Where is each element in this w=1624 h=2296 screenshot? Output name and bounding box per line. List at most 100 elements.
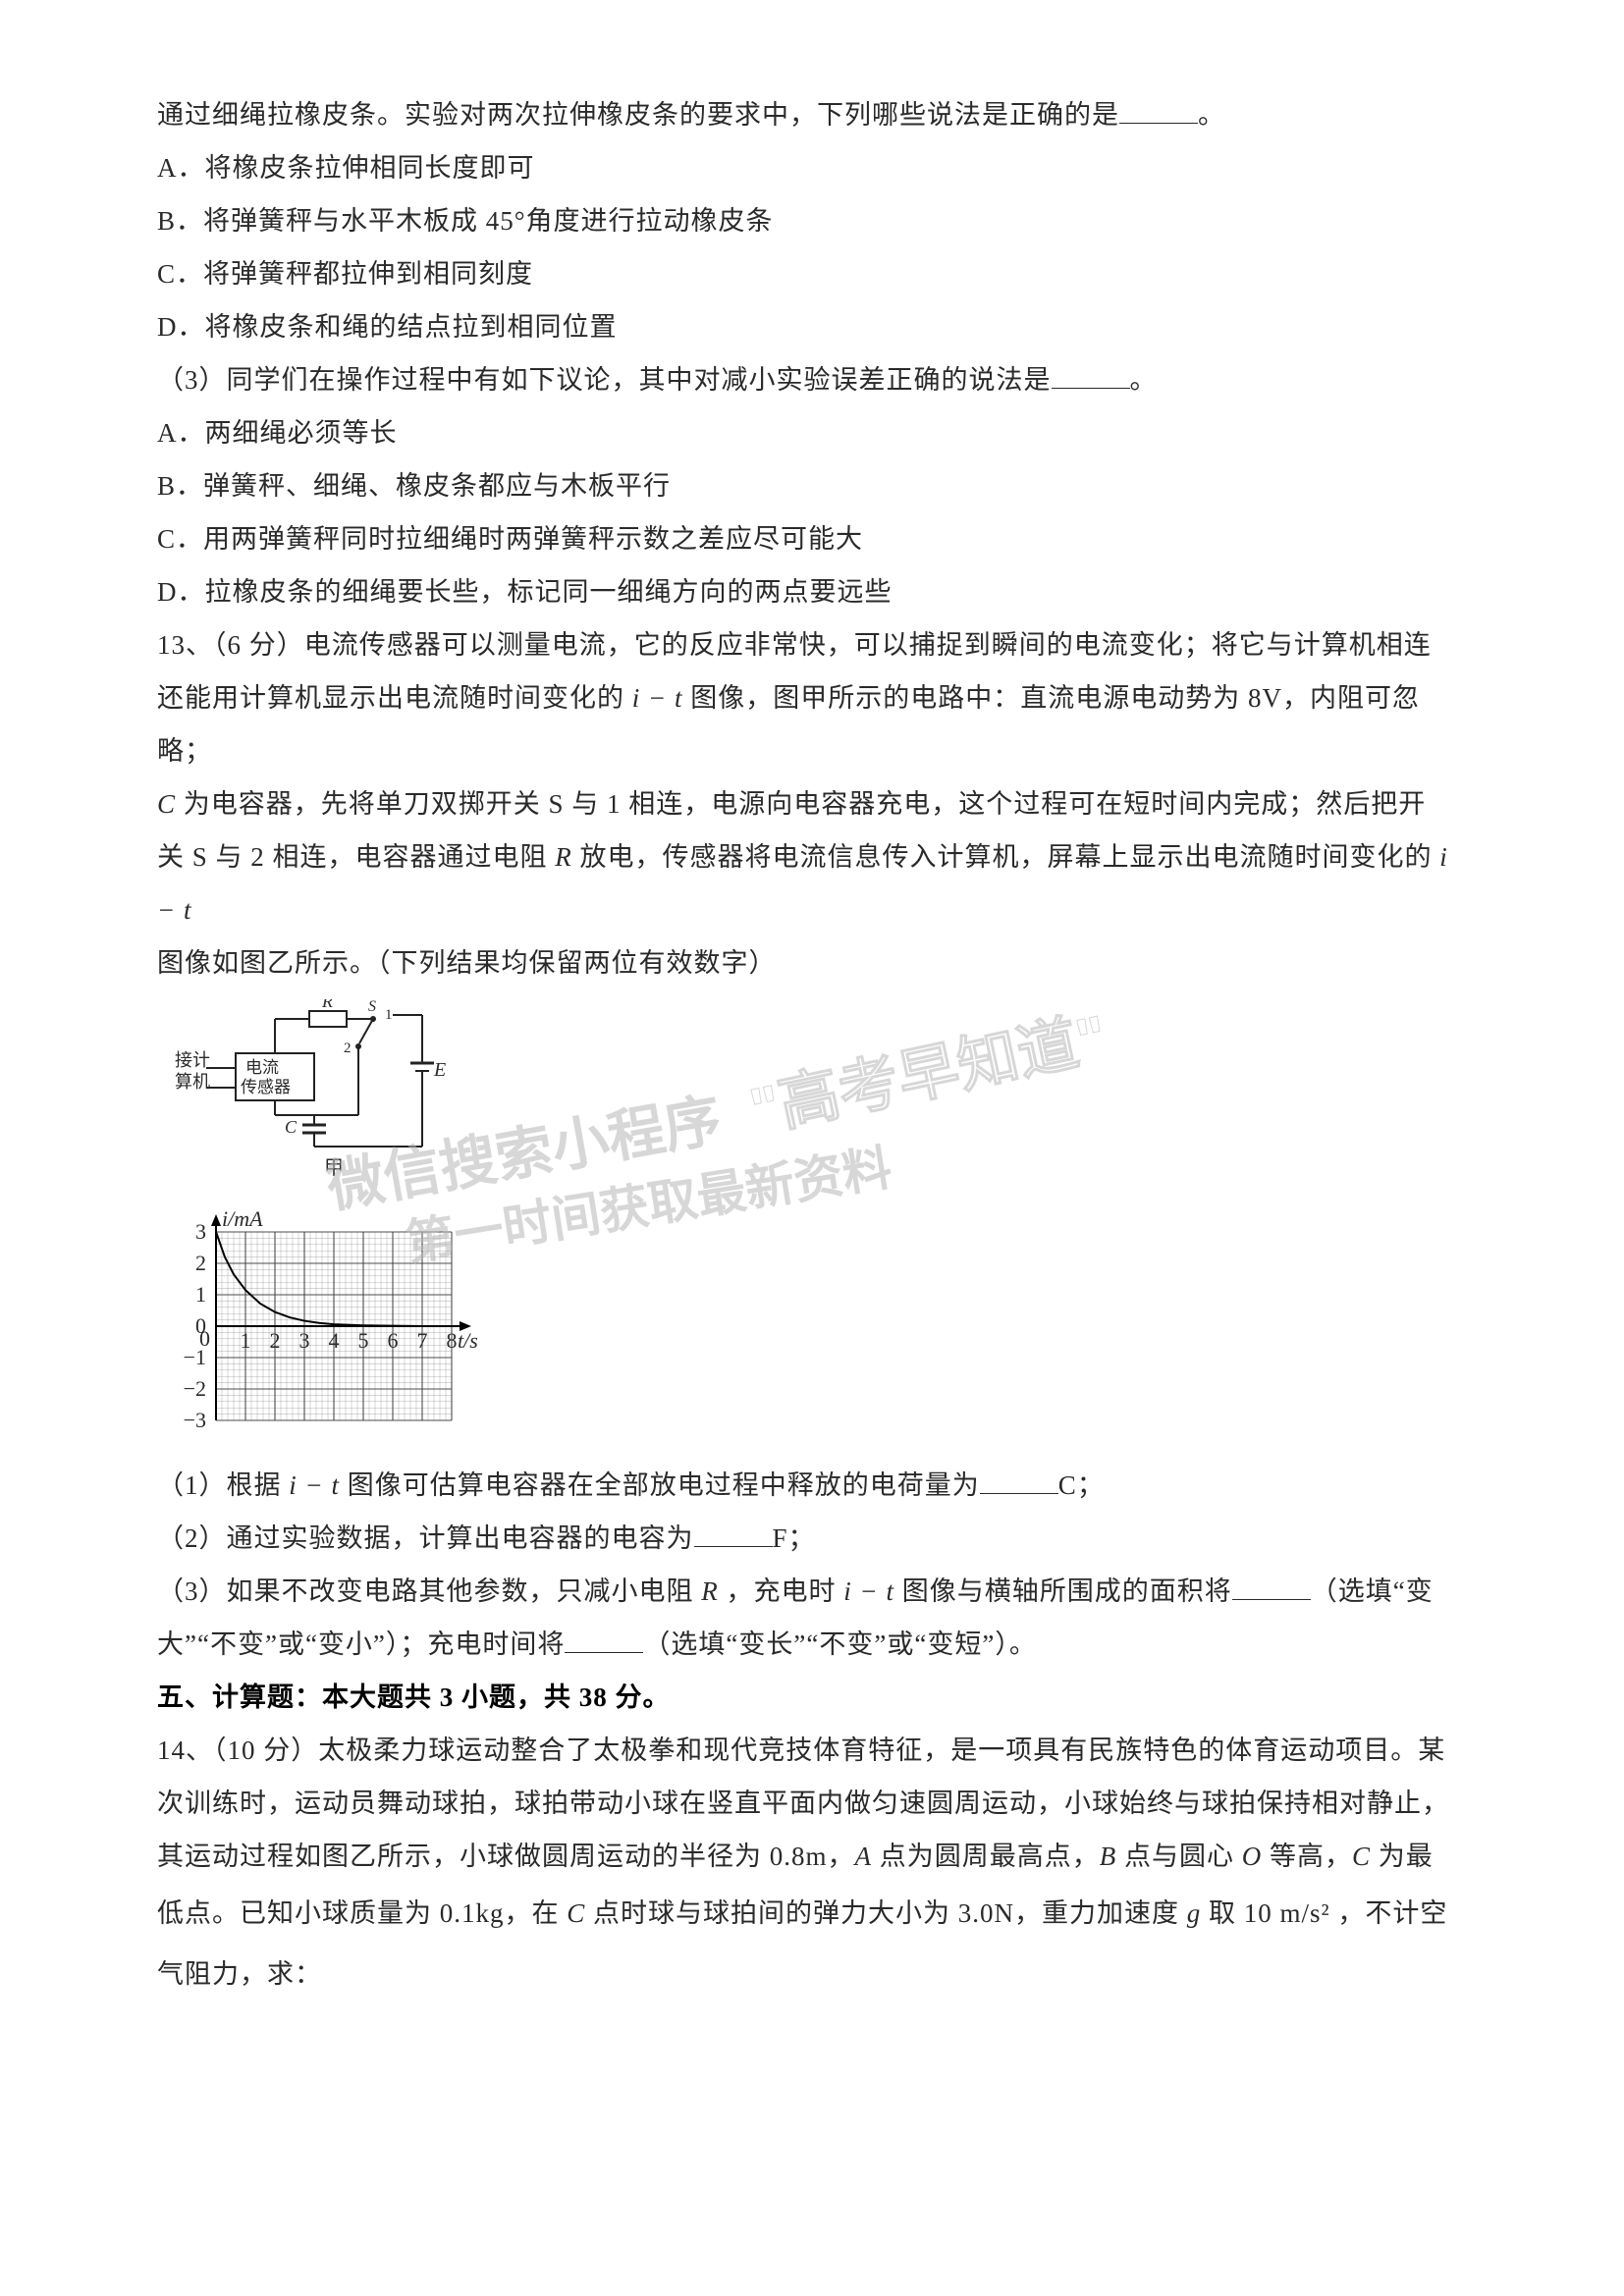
option-d: D．将橡皮条和绳的结点拉到相同位置 [157,300,1467,353]
blank [980,1468,1058,1494]
C-label: C [157,789,176,819]
g-label: g [1187,1898,1202,1928]
svg-text:传感器: 传感器 [241,1078,291,1096]
svg-text:0: 0 [199,1326,210,1351]
svg-text:2: 2 [195,1251,206,1275]
svg-text:7: 7 [417,1328,428,1353]
i-t: i − t [289,1470,340,1500]
q13-sub3-l2: 大”“不变”或“变小”）；充电时间将 （选填“变长”“不变”或“变短”）。 [157,1618,1467,1671]
text: 其运动过程如图乙所示，小球做圆周运动的半径为 0.8m， [157,1842,855,1871]
option-b: B．将弹簧秤与水平木板成 45°角度进行拉动橡皮条 [157,194,1467,247]
svg-text:8: 8 [447,1328,458,1353]
text: 放电，传感器将电流信息传入计算机，屏幕上显示出电流随时间变化的 [572,842,1440,872]
R-label: R [701,1576,719,1606]
text: （3）同学们在操作过程中有如下议论，其中对减小实验误差正确的说法是 [157,365,1052,395]
svg-text:6: 6 [388,1328,399,1353]
text: 低点。已知小球质量为 0.1kg，在 [157,1898,567,1928]
C-label: C [567,1898,585,1928]
text: （2）通过实验数据，计算出电容器的电容为 [157,1523,694,1553]
watermark-1: "高考早知道" [741,988,1113,1149]
svg-text:E: E [433,1059,446,1081]
period: 。 [1130,365,1158,395]
svg-text:3: 3 [299,1328,310,1353]
q14-l4: 低点。已知小球质量为 0.1kg，在 C 点时球与球拍间的弹力大小为 3.0N，… [157,1883,1467,1944]
text: 为最 [1371,1842,1434,1871]
blank [1232,1574,1311,1600]
q14-l2: 次训练时，运动员舞动球拍，球拍带动小球在竖直平面内做匀速圆周运动，小球始终与球拍… [157,1777,1467,1830]
text: ，充电时 [719,1576,844,1606]
section-5-heading: 五、计算题：本大题共 3 小题，共 38 分。 [157,1671,1467,1724]
text: 等高， [1262,1842,1352,1871]
svg-text:t/s: t/s [458,1328,478,1353]
unit: C； [1058,1470,1105,1500]
svg-text:C: C [285,1117,298,1137]
q14-l5: 气阻力，求： [157,1944,1467,2004]
figure-block: RS12电流传感器接计算机EC甲 −3−2−10123123456780i/mA… [167,999,1467,1449]
svg-text:i/mA: i/mA [222,1206,263,1231]
blank [565,1627,643,1653]
text: 大”“不变”或“变小”）；充电时间将 [157,1629,565,1659]
option-c: C．将弹簧秤都拉伸到相同刻度 [157,247,1467,300]
q13-stem-l5: 图像如图乙所示。（下列结果均保留两位有效数字） [157,936,1467,989]
svg-text:甲: 甲 [324,1157,344,1179]
svg-text:−3: −3 [184,1408,206,1432]
q13-stem-l1: 13、（6 分）电流传感器可以测量电流，它的反应非常快，可以捕捉到瞬间的电流变化… [157,618,1467,671]
svg-text:R: R [321,999,333,1011]
q14-l1: 14、（10 分）太极柔力球运动整合了太极拳和现代竞技体育特征，是一项具有民族特… [157,1724,1467,1777]
q13-stem-l4: 关 S 与 2 相连，电容器通过电阻 R 放电，传感器将电流信息传入计算机，屏幕… [157,830,1467,936]
svg-text:−2: −2 [184,1376,206,1401]
q13-sub2: （2）通过实验数据，计算出电容器的电容为 F； [157,1512,1467,1565]
text: 图像与横轴所围成的面积将 [894,1576,1232,1606]
period: 。 [1198,100,1225,130]
text: （3）如果不改变电路其他参数，只减小电阻 [157,1576,701,1606]
i-t-graph: −3−2−10123123456780i/mAt/s [167,1203,491,1449]
option-c: C．用两弹簧秤同时拉细绳时两弹簧秤示数之差应尽可能大 [157,512,1467,565]
text: ，不计空 [1330,1898,1448,1928]
text: 通过细绳拉橡皮条。实验对两次拉伸橡皮条的要求中，下列哪些说法是正确的是 [157,100,1119,130]
B-label: B [1100,1842,1117,1871]
svg-text:1: 1 [195,1282,206,1307]
text: 关 S 与 2 相连，电容器通过电阻 [157,842,555,872]
svg-text:接计: 接计 [175,1050,210,1070]
text: （1）根据 [157,1470,289,1500]
text: 点与圆心 [1116,1842,1242,1871]
circuit-diagram: RS12电流传感器接计算机EC甲 [167,999,481,1196]
svg-text:S: S [368,999,376,1015]
q13-sub1: （1）根据 i − t 图像可估算电容器在全部放电过程中释放的电荷量为 C； [157,1459,1467,1512]
option-b: B．弹簧秤、细绳、橡皮条都应与木板平行 [157,459,1467,512]
text: 为电容器，先将单刀双掷开关 S 与 1 相连，电源向电容器充电，这个过程可在短时… [176,789,1426,819]
text: 还能用计算机显示出电流随时间变化的 [157,683,632,713]
hint: （选填“变 [1311,1576,1434,1606]
text: 点时球与球拍间的弹力大小为 3.0N，重力加速度 [585,1898,1187,1928]
text: 取 [1201,1898,1244,1928]
q13-sub3-l1: （3）如果不改变电路其他参数，只减小电阻 R ，充电时 i − t 图像与横轴所… [157,1565,1467,1618]
unit: F； [773,1523,816,1553]
svg-text:5: 5 [358,1328,369,1353]
q12-2-stem: 通过细绳拉橡皮条。实验对两次拉伸橡皮条的要求中，下列哪些说法是正确的是 。 [157,88,1467,141]
svg-text:2: 2 [270,1328,281,1353]
blank [1052,362,1130,389]
C-label: C [1352,1842,1371,1871]
q13-stem-l2: 还能用计算机显示出电流随时间变化的 i − t 图像，图甲所示的电路中：直流电源… [157,671,1467,777]
blank [1119,97,1198,124]
blank [694,1521,773,1547]
A-label: A [855,1842,873,1871]
text: 点为圆周最高点， [872,1842,1100,1871]
q13-stem-l3: C 为电容器，先将单刀双掷开关 S 与 1 相连，电源向电容器充电，这个过程可在… [157,777,1467,830]
svg-text:算机: 算机 [175,1072,210,1092]
svg-text:电流: 电流 [245,1058,279,1077]
svg-text:2: 2 [344,1041,352,1056]
svg-text:1: 1 [241,1328,251,1353]
q12-3-stem: （3）同学们在操作过程中有如下议论，其中对减小实验误差正确的说法是 。 [157,353,1467,406]
option-d: D．拉橡皮条的细绳要长些，标记同一细绳方向的两点要远些 [157,565,1467,618]
option-a: A．将橡皮条拉伸相同长度即可 [157,141,1467,194]
text: 图像可估算电容器在全部放电过程中释放的电荷量为 [340,1470,980,1500]
svg-text:3: 3 [195,1219,206,1244]
i-t: i − t [632,683,683,713]
q14-l3: 其运动过程如图乙所示，小球做圆周运动的半径为 0.8m，A 点为圆周最高点，B … [157,1830,1467,1883]
hint: （选填“变长”“不变”或“变短”）。 [643,1629,1036,1659]
val: 10 m/s² [1244,1898,1330,1928]
R-label: R [555,842,572,872]
svg-text:4: 4 [329,1328,340,1353]
option-a: A．两细绳必须等长 [157,406,1467,459]
